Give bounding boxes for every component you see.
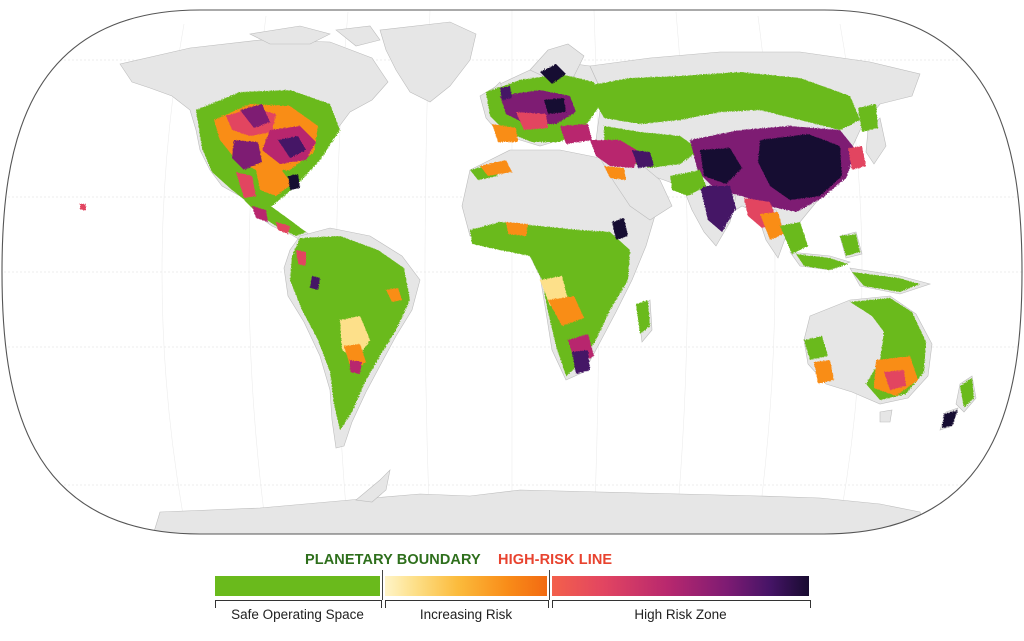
high-risk-line-marker — [549, 570, 550, 600]
increasing-bracket — [385, 600, 549, 608]
high-risk-bar — [552, 576, 809, 596]
planetary-boundary-label: PLANETARY BOUNDARY — [305, 552, 481, 568]
increasing-risk-bar — [385, 576, 547, 596]
safe-zone-bar — [215, 576, 380, 596]
safe-operating-space-label: Safe Operating Space — [231, 607, 364, 622]
increasing-risk-label: Increasing Risk — [419, 607, 513, 622]
map-border — [1, 9, 1023, 535]
high-bracket — [552, 600, 811, 608]
high-risk-line-label: HIGH-RISK LINE — [498, 552, 613, 568]
planetary-boundary-marker — [382, 570, 383, 600]
greenland — [379, 21, 477, 103]
risk-overlay — [80, 64, 974, 430]
map-svg — [1, 9, 1023, 535]
safe-bracket — [215, 600, 382, 608]
world-map — [1, 9, 1023, 535]
high-risk-zone-label: High Risk Zone — [634, 607, 727, 622]
